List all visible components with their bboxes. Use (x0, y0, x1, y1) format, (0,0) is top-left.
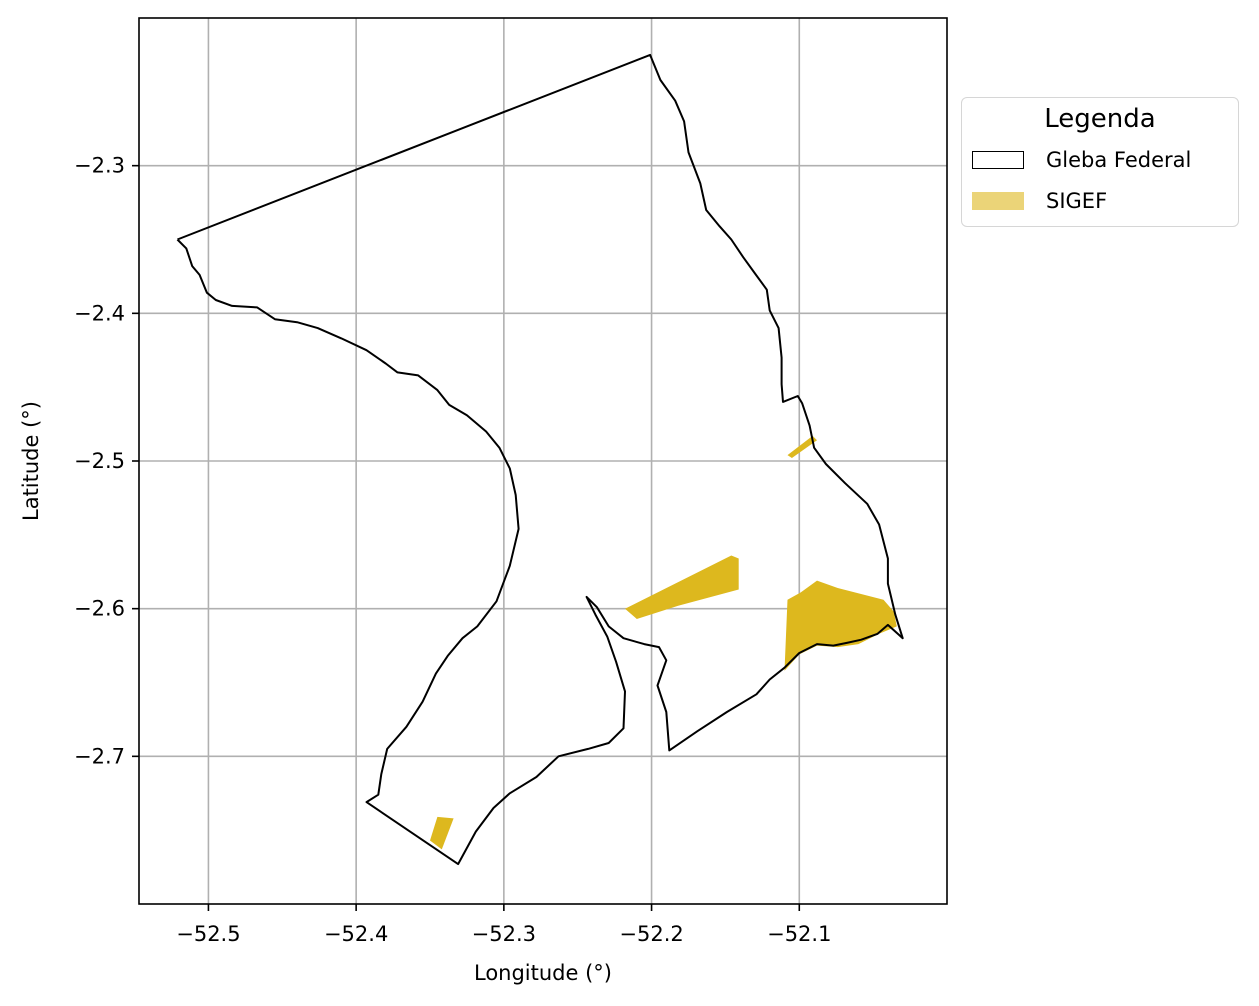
y-tick-label: −2.4 (74, 301, 125, 325)
gleba-federal-boundary (176, 53, 904, 866)
sigef-parcel (787, 435, 817, 458)
legend-item-gleba-federal: Gleba Federal (972, 148, 1191, 172)
axis-ticks: −52.5 −52.4 −52.3 −52.2 −52.1 −2.3 −2.4 −2.5 −2.… (74, 154, 831, 946)
sigef-parcel (784, 580, 897, 671)
x-tick-label: −52.5 (176, 922, 240, 946)
x-tick-label: −52.3 (472, 922, 536, 946)
legend-item-sigef: SIGEF (972, 189, 1107, 213)
x-tick-label: −52.1 (767, 922, 831, 946)
map-layers (176, 53, 904, 866)
legend-label: SIGEF (1046, 189, 1108, 213)
legend-swatch-outline (972, 151, 1024, 169)
x-tick-label: −52.2 (619, 922, 683, 946)
legend-label: Gleba Federal (1046, 148, 1192, 172)
legend: Legenda Gleba Federal SIGEF (961, 97, 1239, 227)
sigef-parcel (625, 555, 739, 619)
y-tick-label: −2.3 (74, 154, 125, 178)
legend-swatch-fill (972, 192, 1024, 210)
y-tick-label: −2.6 (74, 597, 125, 621)
sigef-parcel (430, 816, 454, 850)
grid-lines (139, 18, 947, 904)
y-tick-label: −2.5 (74, 449, 125, 473)
x-axis-label: Longitude (°) (474, 961, 612, 985)
x-tick-label: −52.4 (324, 922, 388, 946)
legend-title: Legenda (1044, 104, 1156, 134)
y-tick-label: −2.7 (74, 744, 125, 768)
y-axis-label: Latitude (°) (19, 401, 43, 521)
